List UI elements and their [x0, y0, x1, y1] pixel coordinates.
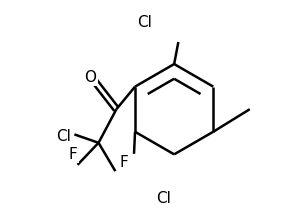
Text: Cl: Cl	[137, 14, 152, 30]
Text: F: F	[119, 155, 128, 170]
Text: O: O	[85, 70, 97, 85]
Text: F: F	[69, 147, 78, 162]
Text: Cl: Cl	[156, 191, 171, 206]
Text: Cl: Cl	[56, 129, 71, 144]
